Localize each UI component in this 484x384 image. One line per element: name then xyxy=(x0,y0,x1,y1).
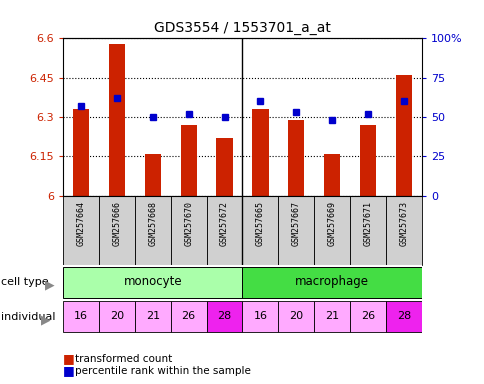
Bar xyxy=(242,267,421,298)
Text: monocyte: monocyte xyxy=(123,275,182,288)
Text: ▶: ▶ xyxy=(41,313,51,326)
Text: macrophage: macrophage xyxy=(295,275,368,288)
Bar xyxy=(349,196,385,265)
Text: 28: 28 xyxy=(217,311,231,321)
Bar xyxy=(170,301,206,332)
Bar xyxy=(99,196,135,265)
Text: GSM257665: GSM257665 xyxy=(256,201,264,247)
Text: cell type: cell type xyxy=(1,277,48,287)
Text: 20: 20 xyxy=(288,311,303,321)
Bar xyxy=(359,125,376,196)
Text: GSM257669: GSM257669 xyxy=(327,201,336,247)
Text: 16: 16 xyxy=(253,311,267,321)
Bar xyxy=(135,196,170,265)
Text: GSM257668: GSM257668 xyxy=(148,201,157,247)
Bar xyxy=(242,301,278,332)
Text: 26: 26 xyxy=(360,311,375,321)
Text: ■: ■ xyxy=(63,364,75,377)
Bar xyxy=(63,267,242,298)
Bar xyxy=(144,154,161,196)
Text: GSM257673: GSM257673 xyxy=(399,201,408,247)
Bar xyxy=(63,196,99,265)
Bar xyxy=(278,301,314,332)
Text: 20: 20 xyxy=(109,311,124,321)
Bar xyxy=(108,44,125,196)
Text: 16: 16 xyxy=(74,311,88,321)
Bar xyxy=(385,196,421,265)
Bar xyxy=(314,196,349,265)
Text: GSM257670: GSM257670 xyxy=(184,201,193,247)
Bar xyxy=(63,301,99,332)
Bar xyxy=(242,196,278,265)
Bar xyxy=(395,75,411,196)
Text: ■: ■ xyxy=(63,353,75,366)
Text: GSM257666: GSM257666 xyxy=(112,201,121,247)
Text: 21: 21 xyxy=(324,311,339,321)
Bar xyxy=(206,301,242,332)
Text: GSM257664: GSM257664 xyxy=(76,201,85,247)
Bar xyxy=(252,109,268,196)
Bar xyxy=(135,301,170,332)
Bar xyxy=(278,196,314,265)
Bar xyxy=(216,138,232,196)
Title: GDS3554 / 1553701_a_at: GDS3554 / 1553701_a_at xyxy=(154,21,330,35)
Text: 26: 26 xyxy=(181,311,196,321)
Text: 21: 21 xyxy=(145,311,160,321)
Bar xyxy=(73,109,89,196)
Bar xyxy=(180,125,197,196)
Bar xyxy=(323,154,340,196)
Text: GSM257672: GSM257672 xyxy=(220,201,228,247)
Bar xyxy=(99,301,135,332)
Text: individual: individual xyxy=(1,312,55,322)
Bar xyxy=(206,196,242,265)
Text: percentile rank within the sample: percentile rank within the sample xyxy=(75,366,251,376)
Bar xyxy=(287,120,304,196)
Text: transformed count: transformed count xyxy=(75,354,172,364)
Bar xyxy=(314,301,349,332)
Text: 28: 28 xyxy=(396,311,410,321)
Bar xyxy=(385,301,421,332)
Text: GSM257667: GSM257667 xyxy=(291,201,300,247)
Bar xyxy=(349,301,385,332)
Bar xyxy=(170,196,206,265)
Text: GSM257671: GSM257671 xyxy=(363,201,372,247)
Text: ▶: ▶ xyxy=(45,279,54,292)
